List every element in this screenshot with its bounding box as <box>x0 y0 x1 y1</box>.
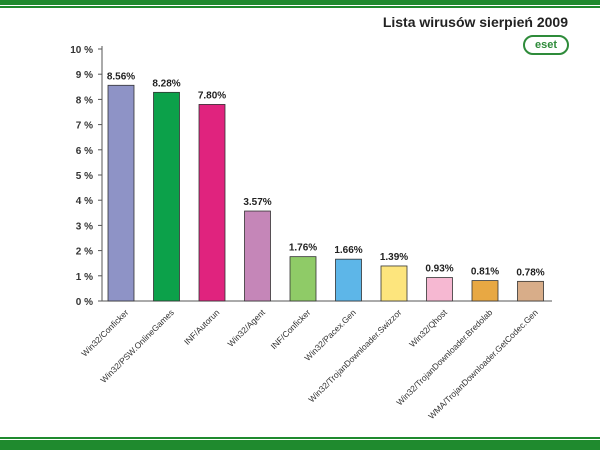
category-label: Win32/PSW.OnlineGames <box>98 307 176 385</box>
y-tick-label: 8 % <box>76 95 93 106</box>
category-label: Win32/TrojanDownloader.Bredolab <box>394 307 494 407</box>
y-tick-label: 4 % <box>76 196 93 207</box>
top-white-line <box>0 5 600 6</box>
y-tick-label: 7 % <box>76 121 93 132</box>
bar <box>471 280 499 302</box>
bottom-white-line <box>0 439 600 440</box>
top-green-stripe <box>0 0 600 5</box>
y-tick-label: 6 % <box>76 146 93 157</box>
bar <box>289 256 317 302</box>
y-tick-label: 5 % <box>76 171 93 182</box>
category-label: INF/Conficker <box>269 307 313 351</box>
data-label: 8.56% <box>107 71 135 82</box>
bar <box>517 280 544 302</box>
bar <box>198 104 226 302</box>
bar <box>244 210 271 302</box>
bar <box>153 91 180 302</box>
y-tick-label: 0 % <box>76 297 93 308</box>
bar <box>335 258 362 302</box>
data-label: 3.57% <box>243 197 271 208</box>
y-tick-label: 3 % <box>76 221 93 232</box>
chart-title: Lista wirusów sierpień 2009 <box>382 14 568 30</box>
y-tick-label: 10 % <box>70 45 93 56</box>
data-label: 0.81% <box>471 267 499 278</box>
bottom-green-stripe-thin <box>0 437 600 439</box>
y-tick-label: 9 % <box>76 70 93 81</box>
data-label: 0.93% <box>425 264 453 275</box>
y-tick-label: 1 % <box>76 272 93 283</box>
data-label: 0.78% <box>516 267 544 278</box>
data-label: 1.76% <box>289 243 317 254</box>
data-label: 7.80% <box>198 90 226 101</box>
top-green-stripe-thin <box>0 6 600 8</box>
category-label: Win32/Conficker <box>79 307 130 358</box>
bar <box>107 84 135 302</box>
bottom-green-stripe <box>0 440 600 450</box>
bar <box>380 265 408 302</box>
category-label: Win32/Qhost <box>407 307 449 349</box>
category-label: Win32/Agent <box>225 307 267 349</box>
data-label: 1.39% <box>380 252 408 263</box>
bar <box>426 277 453 302</box>
data-label: 8.28% <box>152 78 180 89</box>
eset-logo: eset <box>523 35 569 55</box>
category-label: Win32/TrojanDownloader.Swizzor <box>306 307 403 404</box>
y-tick-label: 2 % <box>76 247 93 258</box>
data-label: 1.66% <box>334 245 362 256</box>
category-label: INF/Autorun <box>182 307 222 347</box>
